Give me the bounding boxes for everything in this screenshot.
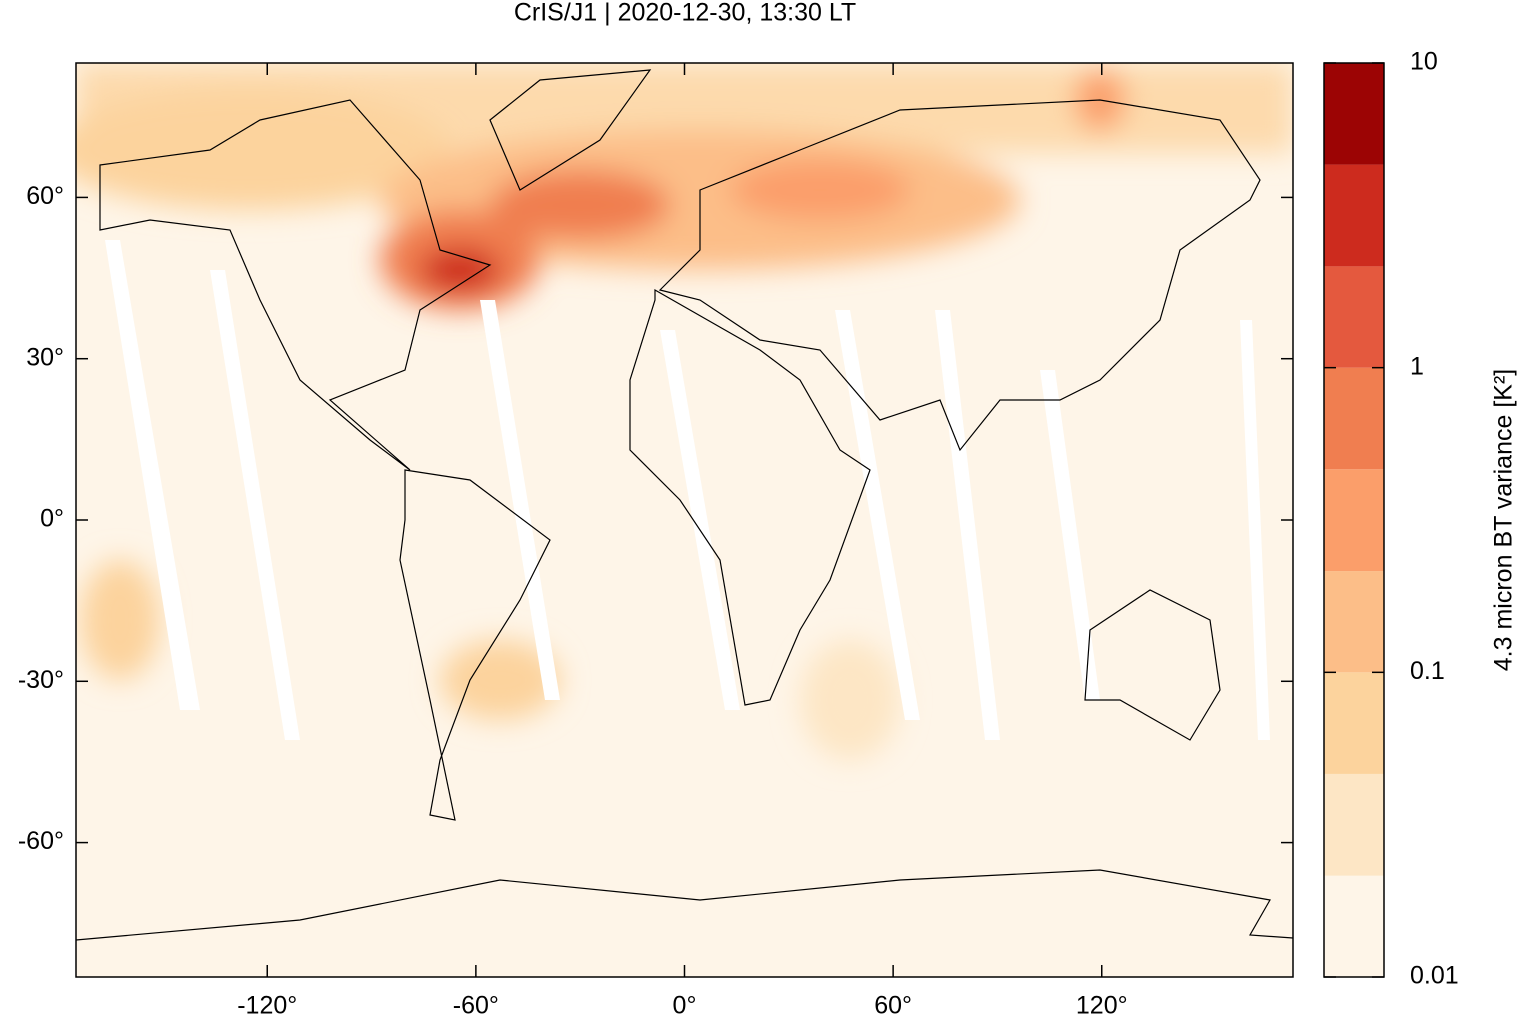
variance-field — [76, 63, 1293, 760]
colorbar-label: 4.3 micron BT variance [K²] — [1490, 369, 1518, 671]
colorbar-tick-label: 0.01 — [1410, 962, 1459, 990]
colorbar-band — [1324, 773, 1384, 876]
x-tick-label: -120° — [237, 992, 297, 1020]
colorbar-band — [1324, 571, 1384, 673]
swath-gaps — [105, 240, 1270, 740]
colorbar-band — [1324, 266, 1384, 368]
x-tick-label: 120° — [1076, 992, 1128, 1020]
colorbar-band — [1324, 63, 1384, 165]
map — [76, 63, 1293, 977]
x-tick-label: 0° — [673, 992, 697, 1020]
colorbar-band — [1324, 164, 1384, 267]
x-tick-label: 60° — [874, 992, 912, 1020]
y-tick-label: -60° — [18, 827, 64, 855]
colorbar-tick-label: 10 — [1410, 48, 1438, 76]
colorbar-tick-label: 1 — [1410, 352, 1424, 380]
y-tick-label: 60° — [26, 182, 64, 210]
y-tick-label: 0° — [40, 505, 64, 533]
colorbar-band — [1324, 367, 1384, 470]
x-tick-label: -60° — [453, 992, 499, 1020]
colorbar-band — [1324, 469, 1384, 572]
colorbar-tick-label: 0.1 — [1410, 657, 1445, 685]
colorbar-frame — [1323, 62, 1385, 978]
chart-title: CrIS/J1 | 2020-12-30, 13:30 LT — [514, 0, 856, 27]
colorbar-band — [1324, 672, 1384, 774]
colorbar-band — [1324, 875, 1384, 977]
y-tick-label: -30° — [18, 666, 64, 694]
coastlines — [76, 69, 1293, 941]
y-tick-label: 30° — [26, 343, 64, 371]
